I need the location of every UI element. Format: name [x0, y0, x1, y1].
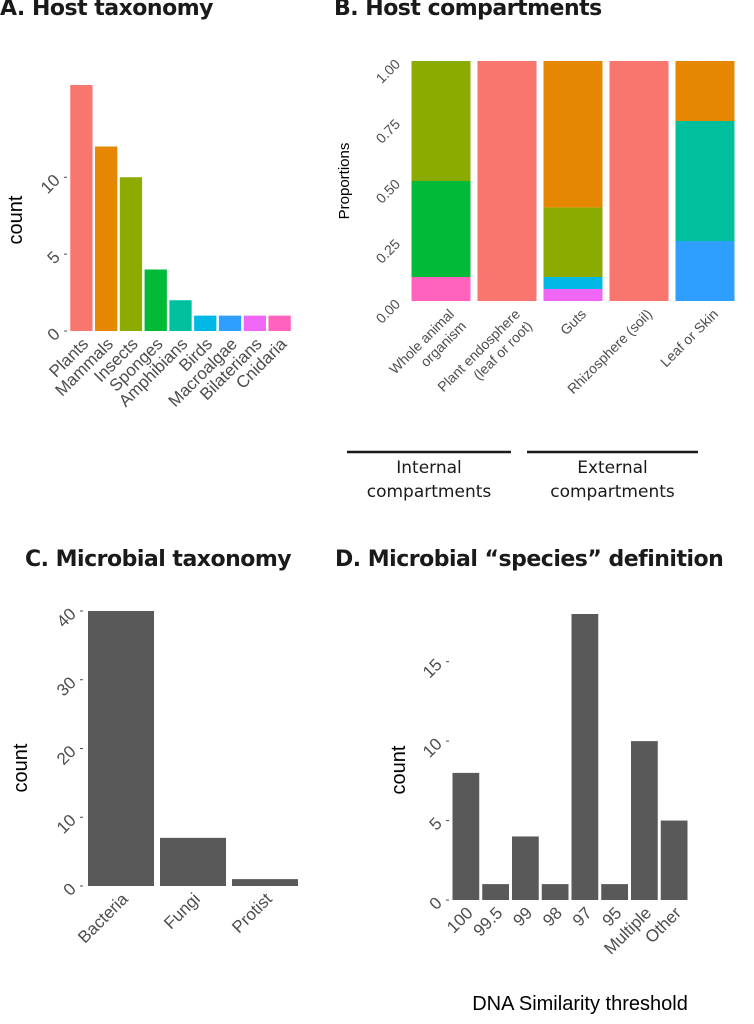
stack-segment-plants	[477, 61, 537, 301]
y-tick-label: 0	[426, 893, 446, 913]
bar-macroalgae	[218, 315, 242, 331]
bar-birds	[194, 315, 217, 331]
y-tick-label: 0	[44, 324, 64, 344]
stack-segment-mammals	[543, 61, 603, 208]
stack-segment-birds	[543, 277, 603, 289]
group-label: compartments	[550, 482, 675, 502]
y-tick-label: 0.00	[373, 296, 404, 327]
stack-segment-insects	[411, 61, 471, 181]
x-tick-label: Fungi	[160, 889, 204, 933]
y-axis-label: count	[388, 745, 410, 794]
y-tick-label: 0.50	[373, 176, 404, 207]
bar-fungi	[160, 837, 226, 886]
bar-98	[541, 884, 569, 900]
bar-97	[571, 614, 599, 900]
group-label: External	[577, 458, 648, 478]
y-tick-label: 0	[60, 879, 80, 899]
panel-c-title: C. Microbial taxonomy	[25, 547, 292, 572]
stack-segment-bilaterians	[543, 289, 603, 301]
bar-multiple	[631, 741, 658, 900]
y-tick-label: 10	[419, 735, 446, 762]
y-tick-label: 1.00	[373, 56, 404, 87]
y-tick-label: 15	[419, 655, 446, 682]
panel-d-title: D. Microbial “species” definition	[335, 547, 724, 572]
y-tick-label: 5	[426, 814, 446, 834]
y-tick-label: 0.25	[373, 236, 404, 267]
y-tick-label: 10	[37, 171, 64, 198]
y-tick-label: 40	[53, 604, 80, 631]
y-axis-label: count	[5, 195, 27, 244]
bar-insects	[119, 177, 143, 331]
panel-a-title: A. Host taxonomy	[0, 0, 213, 21]
y-tick-label: 30	[53, 673, 80, 700]
y-tick-label: 20	[53, 742, 80, 769]
stack-segment-cnidaria	[411, 277, 471, 301]
x-tick-label: Bacteria	[74, 889, 132, 947]
y-axis-label: count	[10, 743, 32, 792]
x-tick-label: 98	[539, 903, 566, 930]
bar-mammals	[95, 146, 118, 331]
bar-sponges	[144, 269, 167, 331]
stack-segment-macroalgae	[675, 241, 735, 301]
stack-segment-amphibians	[675, 121, 735, 241]
x-tick-label: Guts	[557, 306, 589, 338]
bar-cnidaria	[268, 315, 291, 331]
bar-amphibians	[169, 300, 192, 331]
group-label: compartments	[367, 482, 492, 502]
panel-c-plot: 0 10 20 30 40 count Bacteria Fungi Protist	[10, 604, 298, 947]
panel-a-plot: 0510countPlantsMammalsInsectsSpongesAmph…	[5, 85, 291, 411]
bar-100	[452, 772, 480, 900]
stack-segment-mammals	[675, 61, 735, 121]
bar-protist	[232, 879, 298, 886]
x-tick-label: Leaf or Skin	[657, 306, 721, 370]
x-tick-label: 99	[509, 903, 536, 930]
group-label: Internal	[396, 458, 462, 478]
bar-other	[660, 820, 688, 900]
bar-99	[512, 836, 539, 900]
bar-bilaterians	[243, 315, 266, 331]
x-tick-label: 97	[569, 903, 596, 930]
stack-segment-plants	[609, 61, 669, 301]
x-tick-label: 100	[443, 903, 476, 936]
bar-95	[601, 884, 628, 900]
panel-b-title: B. Host compartments	[334, 0, 602, 21]
x-tick-label: Protist	[228, 889, 276, 937]
stack-segment-sponges	[411, 181, 471, 277]
y-tick-label: 0.75	[373, 116, 404, 147]
bar-plants	[70, 85, 93, 331]
y-tick-label: 5	[44, 248, 64, 268]
y-axis-label: Proportions	[336, 143, 353, 220]
bar-99-5	[482, 884, 509, 900]
y-tick-label: 10	[53, 811, 80, 838]
x-tick-label: 99.5	[470, 903, 507, 940]
x-axis-label: DNA Similarity threshold	[472, 993, 688, 1015]
bar-bacteria	[88, 611, 154, 886]
stack-segment-insects	[543, 207, 603, 277]
